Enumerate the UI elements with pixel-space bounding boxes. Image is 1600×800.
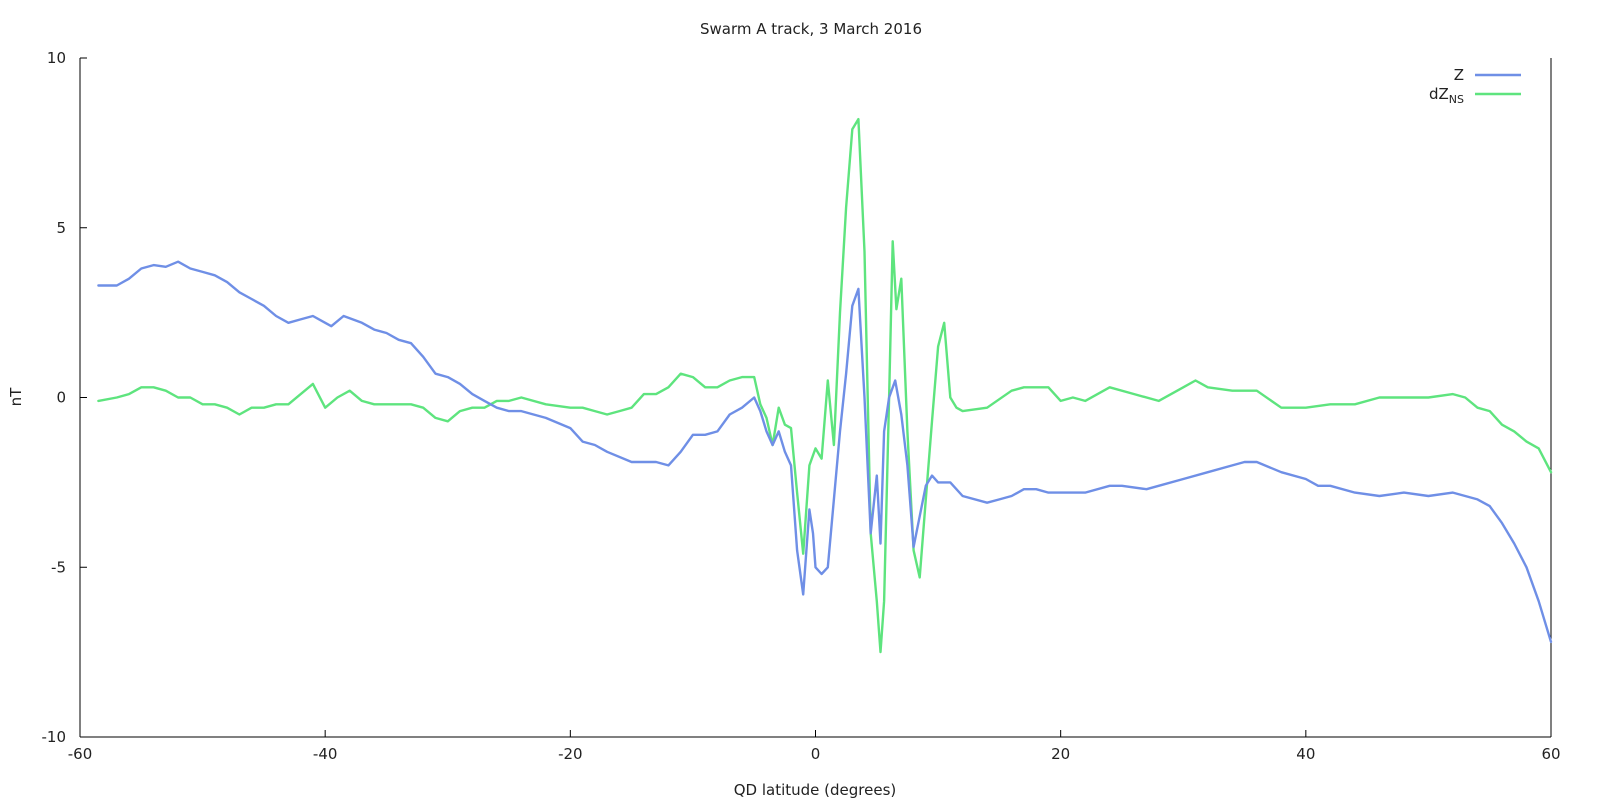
x-axis-title: QD latitude (degrees) (734, 781, 897, 799)
y-axis-ticks: -10 -5 0 5 10 (42, 49, 87, 746)
y-tick-label: 5 (56, 219, 66, 237)
legend-label-z: Z (1454, 66, 1464, 84)
x-tick-label: 20 (1051, 745, 1070, 763)
x-axis-ticks: -60 -40 -20 0 20 40 60 (68, 730, 1561, 763)
series-line-z (97, 260, 1553, 644)
series-line-dzns (97, 117, 1553, 654)
y-tick-label: 0 (56, 389, 66, 407)
x-tick-label: 40 (1296, 745, 1315, 763)
x-tick-label: 60 (1541, 745, 1560, 763)
x-tick-label: -20 (558, 745, 583, 763)
legend-label-dzns: dZNS (1429, 85, 1464, 106)
y-axis-title: nT (7, 387, 25, 407)
x-tick-label: -40 (313, 745, 338, 763)
chart-title: Swarm A track, 3 March 2016 (700, 20, 922, 38)
x-tick-label: -60 (68, 745, 93, 763)
series-layer (97, 117, 1553, 654)
x-tick-label: 0 (811, 745, 821, 763)
y-tick-label: 10 (47, 49, 66, 67)
y-tick-label: -10 (42, 728, 67, 746)
y-tick-label: -5 (51, 558, 66, 576)
